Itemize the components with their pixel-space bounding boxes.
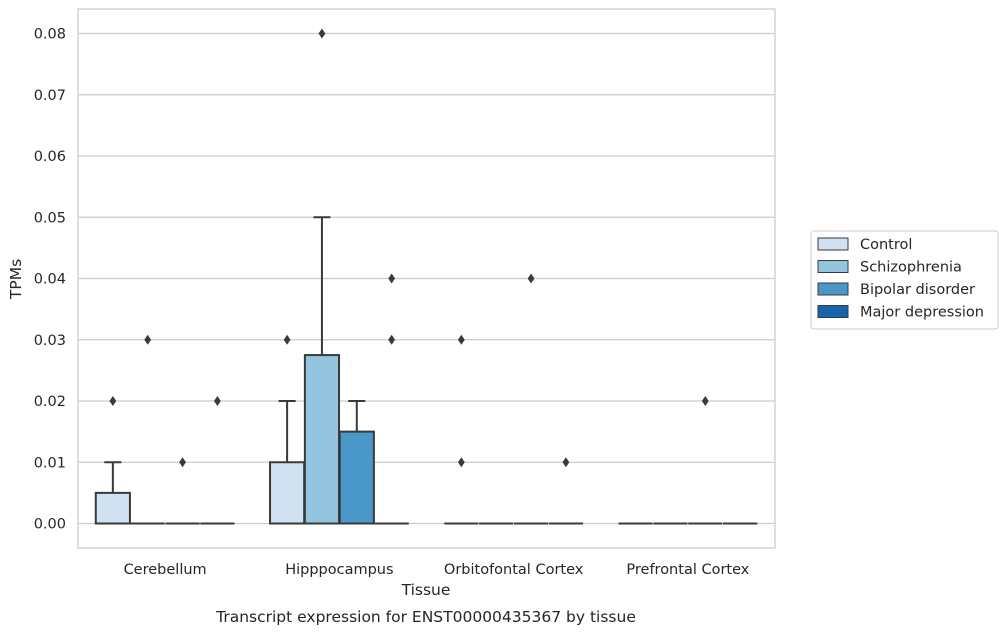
box bbox=[130, 334, 165, 525]
y-tick-label: 0.03 bbox=[34, 333, 66, 349]
legend-label: Major depression bbox=[860, 305, 984, 321]
legend-label: Control bbox=[860, 237, 912, 253]
box-series bbox=[94, 28, 758, 525]
outlier-point bbox=[283, 334, 291, 345]
box bbox=[269, 334, 306, 525]
box-body bbox=[94, 491, 131, 525]
legend-item: Control bbox=[817, 237, 912, 253]
y-tick-label: 0.07 bbox=[34, 88, 66, 104]
legend: Control Schizophrenia Bipolar disorder Majo… bbox=[810, 230, 999, 330]
box bbox=[200, 396, 235, 525]
box-body bbox=[269, 461, 306, 525]
outlier-point bbox=[701, 396, 709, 406]
x-axis-title: Tissue bbox=[401, 581, 451, 599]
legend-swatch bbox=[817, 282, 849, 296]
y-tick-label: 0.08 bbox=[34, 27, 66, 43]
outlier-point bbox=[457, 334, 465, 345]
y-tick-label: 0.00 bbox=[34, 517, 66, 533]
series-control bbox=[94, 334, 653, 525]
x-tick-labels: Cerebellum Hipppocampus Orbitofontal Corte… bbox=[124, 562, 750, 578]
legend-label: Schizophrenia bbox=[860, 260, 962, 276]
outlier-point bbox=[179, 457, 186, 468]
box-body bbox=[303, 354, 341, 525]
box bbox=[374, 273, 409, 525]
series-schizophrenia bbox=[130, 28, 688, 525]
box bbox=[94, 396, 131, 525]
legend-item: Schizophrenia bbox=[817, 260, 962, 276]
x-tick-label: Orbitofontal Cortex bbox=[444, 562, 584, 578]
legend-label: Bipolar disorder bbox=[860, 282, 975, 298]
y-tick-labels: 0.00 0.01 0.02 0.03 0.04 0.05 0.06 0.07 0.08 bbox=[34, 27, 66, 533]
legend-swatch bbox=[817, 260, 849, 273]
legend-item: Major depression bbox=[817, 305, 984, 321]
outlier-point bbox=[318, 28, 326, 39]
x-tick-label: Prefrontal Cortex bbox=[626, 562, 749, 578]
outlier-point bbox=[527, 273, 535, 284]
legend-swatch bbox=[817, 237, 849, 251]
box bbox=[444, 334, 479, 525]
outlier-point bbox=[109, 396, 117, 406]
series-bipolar-disorder bbox=[165, 273, 723, 525]
chart-caption: Transcript expression for ENST0000043536… bbox=[215, 608, 636, 626]
box bbox=[688, 396, 723, 525]
outlier-point bbox=[144, 334, 152, 345]
plot-frame bbox=[77, 8, 776, 549]
y-tick-label: 0.01 bbox=[34, 455, 66, 471]
y-tick-label: 0.02 bbox=[34, 394, 66, 410]
box bbox=[548, 457, 583, 525]
y-tick-label: 0.05 bbox=[34, 210, 66, 226]
series-major-depression bbox=[200, 273, 758, 525]
y-tick-label: 0.04 bbox=[34, 272, 66, 288]
box bbox=[165, 457, 200, 525]
box bbox=[513, 273, 549, 525]
outlier-point bbox=[388, 273, 396, 284]
outlier-point bbox=[457, 457, 465, 468]
outlier-point bbox=[388, 334, 396, 345]
y-tick-label: 0.06 bbox=[34, 149, 66, 165]
x-tick-label: Cerebellum bbox=[124, 562, 207, 578]
y-axis-title: TPMs bbox=[7, 259, 25, 300]
outlier-point bbox=[214, 396, 221, 406]
outlier-point bbox=[562, 457, 570, 468]
legend-item: Bipolar disorder bbox=[817, 282, 975, 298]
x-tick-label: Hipppocampus bbox=[285, 562, 393, 578]
box bbox=[303, 28, 341, 525]
box-body bbox=[338, 430, 375, 525]
box bbox=[338, 400, 375, 525]
legend-swatch bbox=[817, 305, 849, 318]
legend-frame bbox=[810, 230, 999, 330]
